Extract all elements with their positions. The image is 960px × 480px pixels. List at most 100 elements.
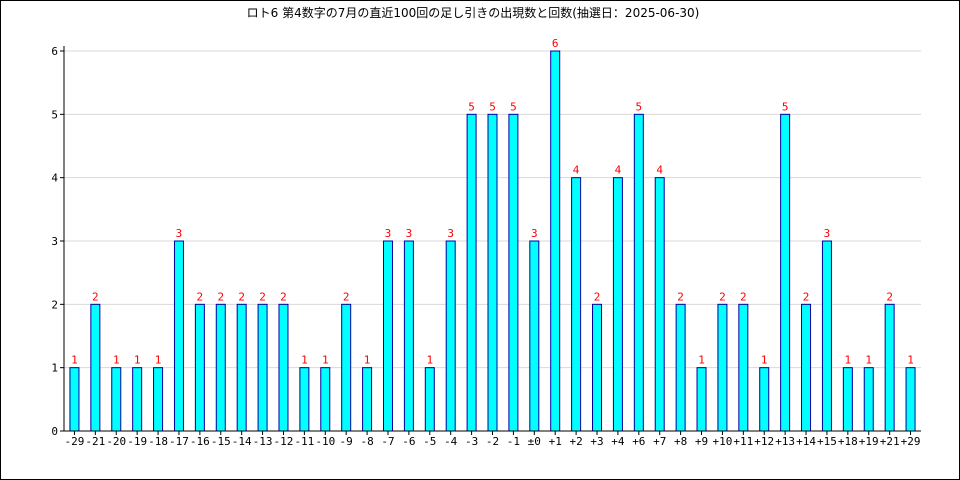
bar-value-label: 1	[134, 354, 141, 367]
y-tick-label: 1	[51, 362, 58, 375]
bar-value-label: 1	[761, 354, 768, 367]
x-tick-label: -7	[381, 435, 394, 448]
x-tick-label: -4	[444, 435, 458, 448]
bar-value-label: 5	[636, 100, 643, 113]
bar	[759, 367, 770, 432]
bar-value-label: 2	[803, 290, 810, 303]
x-tick-label: -10	[315, 435, 335, 448]
bar	[696, 367, 707, 432]
bar	[654, 177, 665, 432]
x-tick-label: +2	[569, 435, 582, 448]
bar	[884, 303, 895, 432]
bar-value-label: 3	[176, 227, 183, 240]
x-tick-label: -3	[465, 435, 478, 448]
y-tick-label: 5	[51, 108, 58, 121]
bar	[194, 303, 205, 432]
bar-value-label: 5	[489, 100, 496, 113]
bar-value-label: 2	[343, 290, 350, 303]
x-tick-label: -2	[486, 435, 499, 448]
bar	[821, 240, 832, 432]
y-tick-label: 0	[51, 425, 58, 438]
labels: 01234561-292-211-201-191-183-172-162-152…	[51, 37, 920, 448]
x-tick-label: -20	[106, 435, 126, 448]
x-tick-label: -18	[148, 435, 168, 448]
x-tick-label: +1	[549, 435, 562, 448]
bar	[905, 367, 916, 432]
x-tick-label: +13	[775, 435, 795, 448]
bar-value-label: 1	[865, 354, 872, 367]
bar-value-label: 3	[531, 227, 538, 240]
x-tick-label: +12	[754, 435, 774, 448]
bar-value-label: 1	[364, 354, 371, 367]
bar	[236, 303, 247, 432]
x-tick-label: -5	[423, 435, 436, 448]
bar	[445, 240, 456, 432]
bar	[403, 240, 414, 432]
y-tick-label: 6	[51, 45, 58, 58]
bar-value-label: 5	[510, 100, 517, 113]
bar-value-label: 2	[677, 290, 684, 303]
chart-title: ロト6 第4数字の7月の直近100回の足し引きの出現数と回数(抽選日：2025-…	[247, 5, 700, 20]
x-tick-label: -13	[253, 435, 273, 448]
x-tick-label: -17	[169, 435, 189, 448]
bar	[362, 367, 373, 432]
bar-value-label: 2	[719, 290, 726, 303]
x-tick-label: -19	[127, 435, 147, 448]
bar	[717, 303, 728, 432]
x-tick-label: +18	[838, 435, 858, 448]
bar-value-label: 1	[907, 354, 914, 367]
bar-value-label: 1	[322, 354, 329, 367]
x-tick-label: +3	[590, 435, 603, 448]
bar	[278, 303, 289, 432]
bar-value-label: 6	[552, 37, 559, 50]
x-tick-label: +15	[817, 435, 837, 448]
x-tick-label: -16	[190, 435, 210, 448]
bar-value-label: 3	[406, 227, 413, 240]
bar	[382, 240, 393, 432]
x-tick-label: +4	[611, 435, 625, 448]
bar	[571, 177, 582, 432]
bar-value-label: 3	[385, 227, 392, 240]
bar-value-label: 1	[71, 354, 78, 367]
bar-value-label: 4	[573, 164, 580, 177]
bar	[424, 367, 435, 432]
bar-value-label: 2	[594, 290, 601, 303]
bar-value-label: 2	[740, 290, 747, 303]
bar-value-label: 4	[615, 164, 622, 177]
bar	[320, 367, 331, 432]
bar-value-label: 5	[782, 100, 789, 113]
bar-value-label: 3	[447, 227, 454, 240]
bar	[801, 303, 812, 432]
bar	[90, 303, 101, 432]
x-tick-label: +10	[712, 435, 732, 448]
x-tick-label: +21	[880, 435, 900, 448]
y-tick-label: 4	[51, 172, 58, 185]
x-tick-label: ±0	[528, 435, 541, 448]
x-tick-label: +29	[901, 435, 921, 448]
x-tick-label: +8	[674, 435, 687, 448]
x-tick-label: +19	[859, 435, 879, 448]
bar	[612, 177, 623, 432]
bar-value-label: 1	[113, 354, 120, 367]
bar-value-label: 3	[824, 227, 831, 240]
x-tick-label: -6	[402, 435, 415, 448]
x-tick-label: -9	[340, 435, 353, 448]
bar	[299, 367, 310, 432]
bar-value-label: 2	[238, 290, 245, 303]
x-tick-label: -15	[211, 435, 231, 448]
x-tick-label: -11	[294, 435, 314, 448]
x-tick-label: -1	[507, 435, 520, 448]
bar-value-label: 1	[301, 354, 308, 367]
x-tick-label: +14	[796, 435, 816, 448]
x-tick-label: -21	[85, 435, 105, 448]
bar	[780, 113, 791, 432]
bar	[132, 367, 143, 432]
bar-value-label: 1	[155, 354, 162, 367]
bar	[738, 303, 749, 432]
bar	[592, 303, 603, 432]
bar-value-label: 5	[468, 100, 475, 113]
x-tick-label: -8	[360, 435, 373, 448]
bar	[550, 50, 561, 432]
